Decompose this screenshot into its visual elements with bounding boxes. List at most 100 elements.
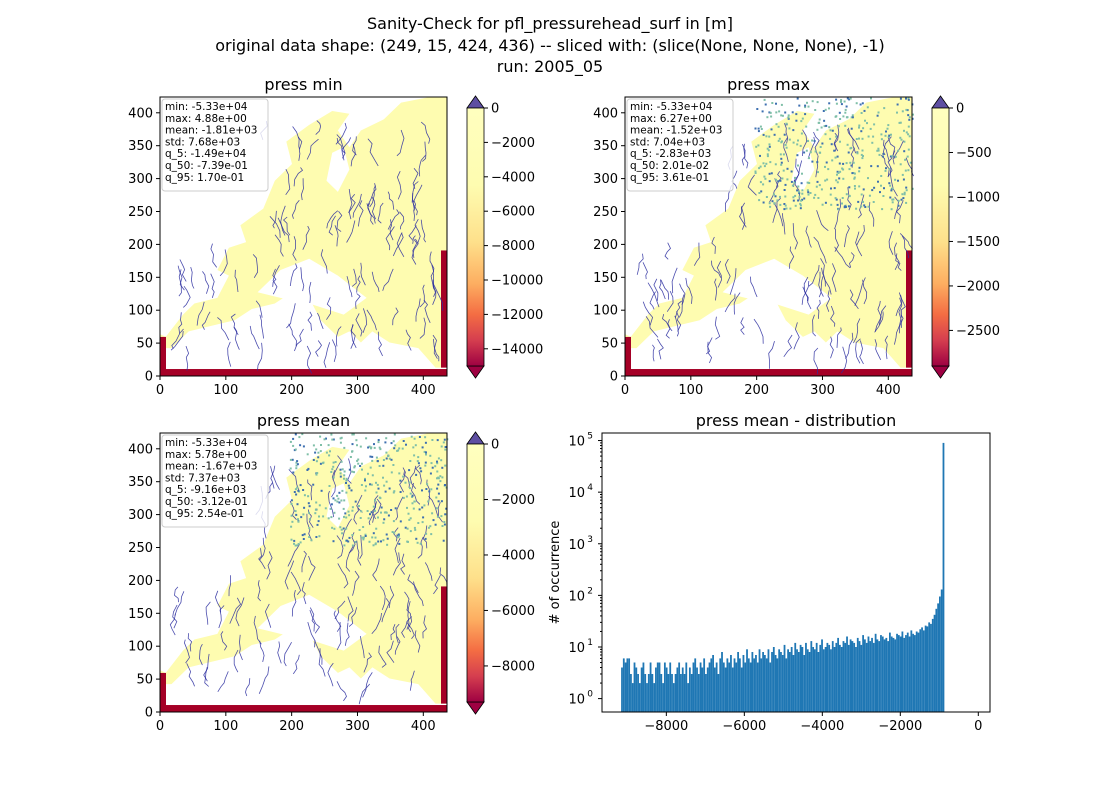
wetland-cell [799, 207, 802, 210]
wetland-cell [364, 533, 367, 536]
wetland-cell [858, 170, 861, 173]
wetland-cell [884, 134, 887, 137]
wetland-cell [807, 105, 810, 108]
river-line [336, 210, 343, 232]
river-line [259, 537, 266, 561]
wetland-cell [774, 178, 777, 181]
river-line [657, 338, 664, 360]
river-line [834, 198, 841, 230]
wetland-cell [332, 476, 335, 479]
wetland-cell [406, 506, 408, 509]
wetland-cell [421, 446, 424, 449]
wetland-cell [371, 459, 374, 462]
wetland-cell [376, 483, 379, 486]
figure-title-line-1: Sanity-Check for pfl_pressurehead_surf i… [367, 14, 733, 33]
river-line [399, 211, 405, 230]
river-line [259, 640, 265, 662]
wetland-cell [401, 447, 404, 450]
histogram-bar [812, 647, 814, 712]
wetland-cell [835, 135, 838, 138]
wetland-cell [293, 539, 296, 542]
histogram-bar [885, 637, 888, 712]
river-line [659, 279, 666, 300]
river-line [775, 171, 782, 188]
river-line [333, 610, 342, 632]
wetland-cell [296, 544, 299, 547]
wetland-cell [402, 496, 405, 499]
wetland-cell [318, 535, 321, 538]
wetland-cell [315, 460, 318, 463]
river-line [233, 649, 239, 673]
wetland-cell [868, 194, 871, 197]
wetland-cell [796, 189, 799, 192]
wetland-cell [379, 497, 382, 500]
river-line [874, 339, 882, 360]
wetland-cell [824, 201, 827, 204]
stats-line: q_5: -2.83e+03 [630, 148, 711, 160]
river-line [392, 307, 399, 326]
y-tick-exponent: 4 [587, 483, 593, 493]
histogram-bar [638, 683, 641, 712]
histogram-bar [860, 644, 863, 712]
river-line [336, 137, 345, 161]
river-line [356, 275, 361, 293]
wetland-cell [829, 137, 832, 140]
wetland-cell [905, 97, 907, 100]
wetland-cell [792, 141, 795, 144]
x-tick-label: 0 [156, 719, 164, 734]
wetland-cell [351, 470, 354, 473]
wetland-cell [902, 197, 905, 200]
wetland-cell [427, 526, 430, 529]
wetland-cell [792, 129, 795, 132]
wetland-cell [409, 460, 412, 462]
stats-line: min: -5.33e+04 [165, 101, 248, 113]
y-tick-label: 400 [593, 106, 618, 121]
wetland-cell [777, 125, 780, 128]
river-line [328, 215, 336, 236]
wetland-cell [393, 447, 396, 450]
wetland-cell [887, 124, 890, 127]
river-line [386, 640, 395, 663]
wetland-cell [338, 491, 341, 494]
wetland-cell [359, 465, 362, 467]
histogram-bar [778, 649, 781, 712]
histogram-bar [658, 662, 661, 712]
wetland-cell [803, 197, 806, 200]
wetland-cell [353, 465, 356, 468]
river-line [280, 205, 286, 236]
boundary-strip [625, 369, 912, 376]
river-line [895, 253, 902, 271]
y-tick-label: 50 [601, 337, 618, 352]
river-line [336, 326, 342, 347]
wetland-cell [811, 100, 814, 103]
river-line [422, 141, 427, 162]
histogram-bar [828, 644, 831, 712]
wetland-cell [862, 188, 865, 191]
wetland-cell [881, 208, 884, 211]
histogram-bar [787, 649, 789, 712]
wetland-cell [430, 488, 433, 491]
wetland-cell [308, 511, 310, 514]
wetland-cell [329, 507, 332, 510]
river-line [428, 495, 439, 518]
wetland-cell [799, 204, 802, 207]
river-line [269, 216, 281, 238]
wetland-cell [768, 135, 771, 138]
river-line [284, 560, 295, 590]
river-line [183, 639, 190, 664]
histogram-bar [647, 674, 650, 712]
wetland-cell [339, 475, 342, 478]
river-line [388, 585, 395, 609]
x-tick-label: 0 [974, 719, 982, 734]
river-line [888, 231, 894, 255]
river-line [359, 534, 363, 560]
river-line [285, 169, 291, 196]
wetland-cell [354, 500, 357, 503]
river-line [356, 494, 363, 513]
wetland-cell [784, 195, 787, 198]
histogram-bar [663, 662, 666, 712]
histogram-bar [730, 655, 732, 712]
y-tick-label: 150 [128, 607, 153, 622]
river-line [283, 216, 291, 236]
